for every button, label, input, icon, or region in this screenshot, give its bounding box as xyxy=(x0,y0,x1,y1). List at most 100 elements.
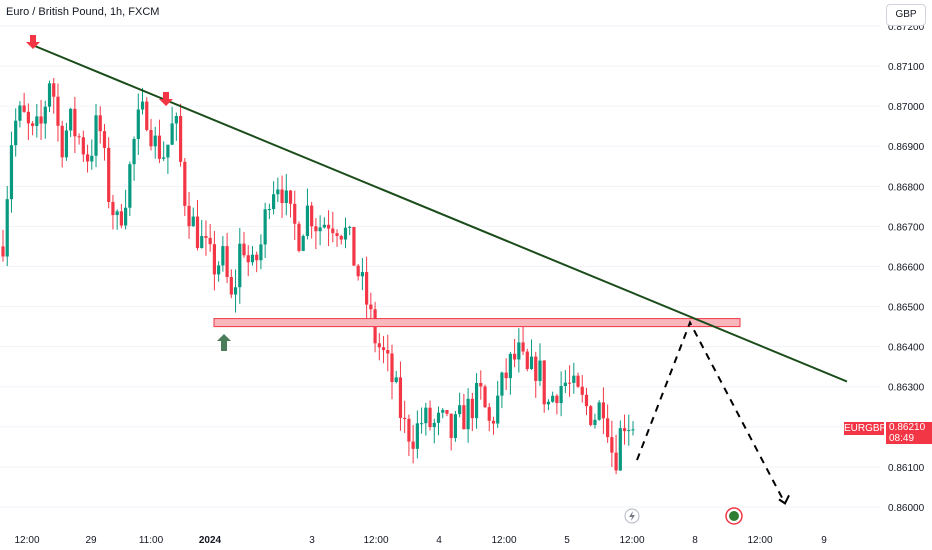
candle-body xyxy=(14,120,18,146)
candle-body xyxy=(610,437,614,453)
candle-body xyxy=(525,351,529,370)
price-tag-value: 0.86210 08:49 xyxy=(886,422,932,444)
candle-body xyxy=(85,154,90,162)
price-tick-label: 0.86400 xyxy=(888,343,925,354)
candle-body xyxy=(5,199,9,257)
candle-body xyxy=(136,109,140,139)
candle-body xyxy=(52,83,56,97)
price-tick-label: 0.86800 xyxy=(888,182,925,193)
candle-body xyxy=(204,236,208,238)
candle-body xyxy=(238,243,242,288)
time-tick-label: 12:00 xyxy=(491,535,516,546)
arrow-up-marker xyxy=(217,334,231,351)
candle-body xyxy=(470,398,474,419)
candle-body xyxy=(212,244,217,275)
price-tick-label: 0.86300 xyxy=(888,383,925,394)
candle-body xyxy=(233,287,238,295)
earnings-icon-dot xyxy=(729,511,739,521)
candle-body xyxy=(174,116,178,124)
candle-body xyxy=(483,386,487,408)
candle-body xyxy=(618,428,622,471)
candle-body xyxy=(301,235,305,251)
candle-body xyxy=(47,83,52,107)
candle-body xyxy=(183,161,187,206)
candle-body xyxy=(428,407,432,428)
price-tick-label: 0.87100 xyxy=(888,62,925,73)
candles xyxy=(1,77,635,475)
candle-body xyxy=(111,201,115,216)
candle-body xyxy=(614,452,618,471)
time-tick-label: 5 xyxy=(564,535,570,546)
candle-body xyxy=(445,409,449,414)
candle-body xyxy=(597,402,601,420)
candle-body xyxy=(458,405,462,415)
candle-body xyxy=(217,265,221,275)
candle-body xyxy=(622,428,627,432)
currency-button[interactable]: GBP xyxy=(886,4,926,26)
candle-body xyxy=(187,205,191,227)
candle-body xyxy=(331,228,335,234)
candle-body xyxy=(491,420,496,424)
candle-body xyxy=(90,155,94,162)
candle-body xyxy=(449,413,453,438)
candle-body xyxy=(81,137,85,155)
candle-body xyxy=(297,223,301,251)
candle-body xyxy=(191,216,195,227)
arrow-markers xyxy=(26,35,790,505)
candle-body xyxy=(356,265,360,277)
candle-body xyxy=(18,105,22,121)
candle-body xyxy=(348,226,352,228)
candle-body xyxy=(178,116,183,162)
candle-body xyxy=(149,130,153,147)
candle-body xyxy=(60,125,64,158)
time-tick-label: 11:00 xyxy=(139,535,164,546)
candle-body xyxy=(1,246,5,257)
candle-body xyxy=(124,207,128,226)
time-tick-label: 29 xyxy=(85,535,97,546)
candle-body xyxy=(22,105,26,112)
arrow-down-marker xyxy=(159,92,173,106)
candle-body xyxy=(225,246,229,278)
candle-body xyxy=(335,233,339,237)
candle-body xyxy=(39,116,43,124)
candle-body xyxy=(479,383,483,387)
time-tick-label: 2024 xyxy=(199,535,222,546)
candle-body xyxy=(538,360,542,381)
candle-body xyxy=(157,135,162,159)
candle-body xyxy=(94,115,98,156)
candle-body xyxy=(432,422,436,428)
candle-body xyxy=(466,398,470,430)
price-tick-label: 0.87200 xyxy=(888,22,925,33)
candle-body xyxy=(170,123,174,145)
candle-body xyxy=(77,136,81,138)
projection-path xyxy=(636,320,786,504)
candle-body xyxy=(272,194,276,210)
price-tag: EURGBP 0.86210 08:49 xyxy=(844,421,932,445)
event-icons xyxy=(624,507,743,525)
candle-body xyxy=(132,138,136,165)
price-tag-symbol: EURGBP xyxy=(844,422,887,435)
candle-body xyxy=(576,375,580,387)
candle-body xyxy=(606,418,610,438)
candle-body xyxy=(263,209,267,245)
price-tick-label: 0.86000 xyxy=(888,503,925,514)
candle-body xyxy=(128,164,132,208)
price-tick-label: 0.86700 xyxy=(888,222,925,233)
candle-body xyxy=(69,108,73,131)
candle-body xyxy=(288,190,293,204)
candle-body xyxy=(369,304,373,310)
candle-body xyxy=(200,236,204,248)
candle-body xyxy=(64,130,69,158)
candle-body xyxy=(140,101,145,110)
candle-body xyxy=(496,395,500,424)
candle-body xyxy=(593,419,597,425)
candle-body xyxy=(26,111,30,124)
candle-body xyxy=(580,386,584,395)
candle-body xyxy=(508,353,512,379)
candle-body xyxy=(500,372,504,396)
chart-title: Euro / British Pound, 1h, FXCM xyxy=(6,6,160,18)
time-axis[interactable]: 12:00 29 11:00 2024 3 12:00 4 12:00 5 12:00 8 12:00… xyxy=(14,535,827,546)
candle-body xyxy=(153,135,157,147)
time-tick-label: 8 xyxy=(692,535,698,546)
